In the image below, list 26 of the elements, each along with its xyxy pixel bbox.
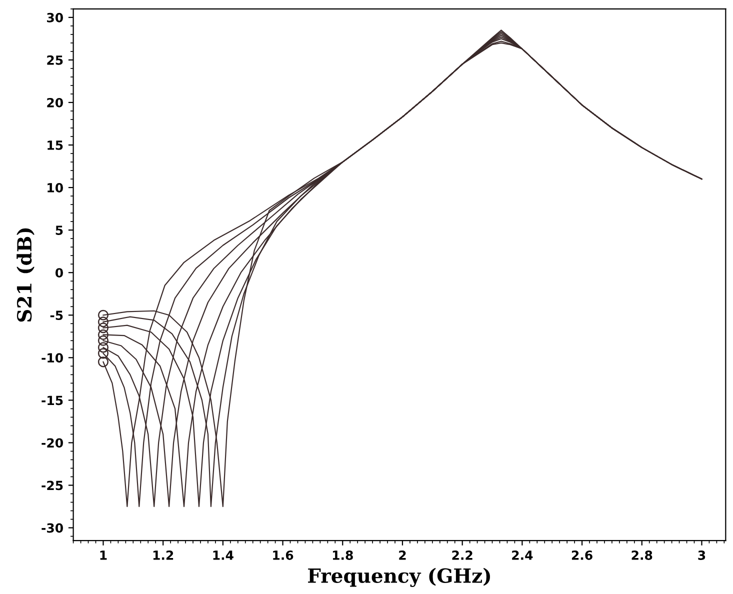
x-tick-label: 1.2 bbox=[153, 550, 174, 560]
x-tick-label: 3 bbox=[698, 550, 706, 560]
x-tick-label: 1.6 bbox=[273, 550, 294, 560]
x-axis-title: Frequency (GHz) bbox=[308, 568, 490, 588]
y-tick-label: -15 bbox=[42, 396, 63, 406]
y-tick-label: -25 bbox=[42, 480, 63, 490]
y-tick-label: 30 bbox=[47, 12, 63, 22]
y-tick-label: 10 bbox=[48, 183, 63, 192]
y-tick-label: 15 bbox=[48, 140, 63, 150]
y-tick-label: -10 bbox=[42, 353, 63, 363]
y-tick-label: -5 bbox=[50, 310, 63, 320]
x-tick-label: 2.4 bbox=[512, 550, 533, 560]
x-tick-label: 2 bbox=[399, 550, 406, 560]
x-tick-label: 1 bbox=[100, 550, 107, 560]
y-tick-label: -20 bbox=[42, 438, 63, 448]
x-tick-label: 2.6 bbox=[572, 550, 592, 560]
y-tick-label: 0 bbox=[55, 268, 63, 278]
y-tick-label: 25 bbox=[47, 55, 63, 65]
x-tick-label: 1.8 bbox=[332, 550, 353, 560]
x-tick-label: 2.8 bbox=[632, 550, 652, 560]
y-tick-label: 5 bbox=[56, 226, 63, 235]
y-tick-label: -30 bbox=[42, 523, 63, 533]
x-tick-label: 1.4 bbox=[213, 550, 234, 560]
x-tick-label: 2.2 bbox=[452, 550, 472, 560]
y-axis-title: S21 (dB) bbox=[16, 228, 34, 322]
y-tick-label: 20 bbox=[47, 98, 63, 108]
